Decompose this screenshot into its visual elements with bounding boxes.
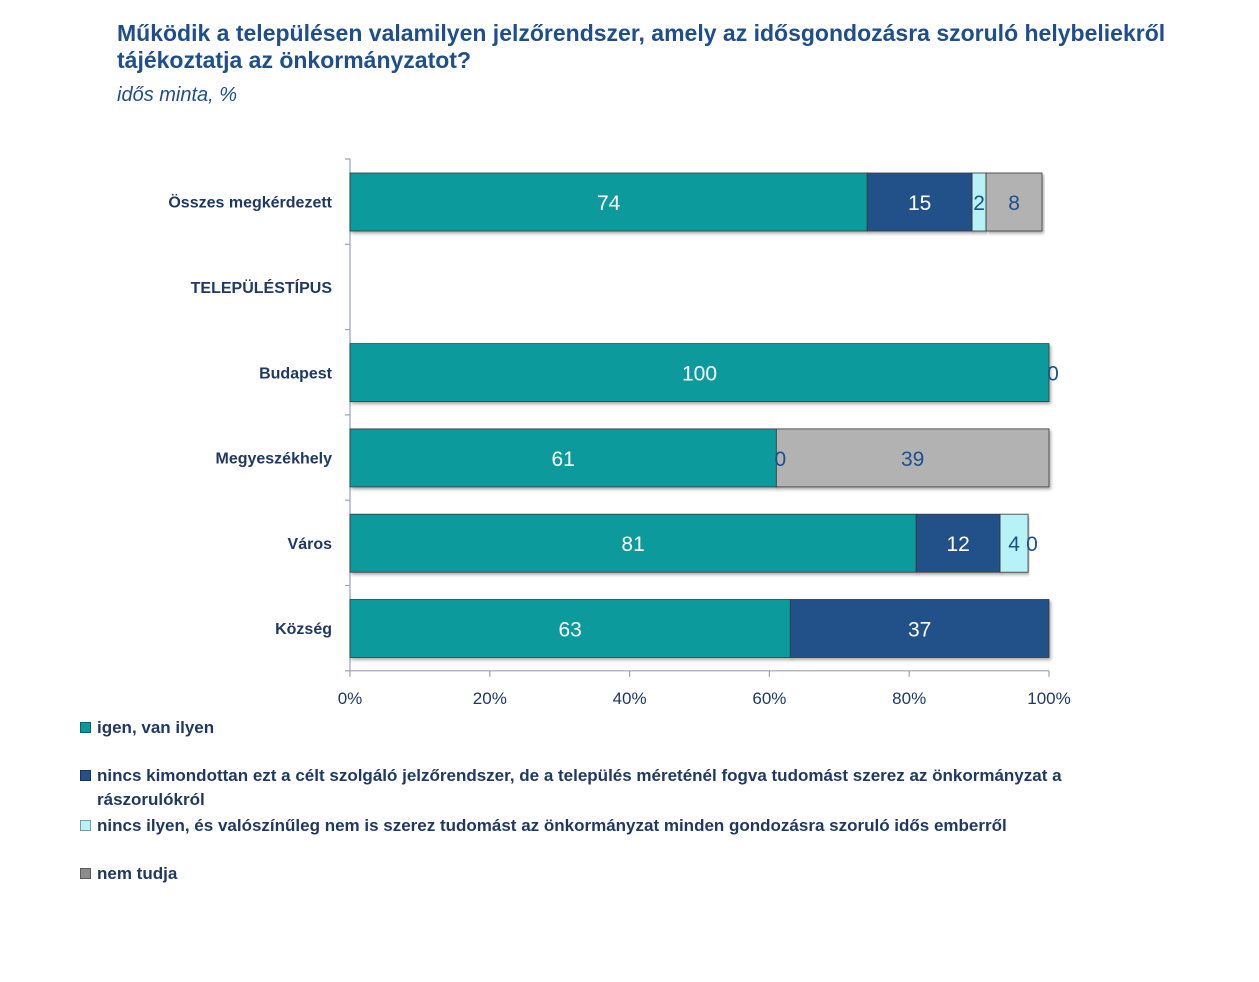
category-label: Összes megkérdezett	[168, 193, 332, 212]
bar-segment	[349, 428, 777, 488]
data-label: 61	[552, 448, 575, 471]
category-label: Város	[288, 536, 333, 553]
data-label: 15	[908, 192, 931, 215]
stacked-bar-chart: 0% 20% 40% 60% 80% 100% Összes megkérdezett TEL…	[168, 158, 1071, 708]
data-label: 2	[973, 192, 985, 215]
bar-segment	[349, 599, 791, 658]
data-label: 63	[559, 619, 582, 642]
chart-axes: 0% 20% 40% 60% 80% 100% Összes megkérdezett TEL…	[168, 158, 1071, 708]
data-label: 0	[775, 448, 787, 471]
data-label: 100	[682, 363, 717, 386]
bar-segment	[985, 172, 1043, 232]
category-label: Megyeszékhely	[215, 451, 332, 468]
bar-segment	[999, 513, 1029, 573]
bar-segment	[915, 513, 1001, 573]
legend-swatch-lightcyan-icon	[80, 820, 91, 831]
legend-swatch-teal-icon	[80, 722, 91, 733]
x-tick-label: 20%	[473, 689, 507, 708]
category-label: Község	[275, 621, 332, 638]
legend-item-igen: igen, van ilyen	[80, 716, 1077, 740]
data-label: 4	[1008, 533, 1020, 556]
data-label: 37	[908, 619, 931, 642]
legend-label: nincs ilyen, és valószínűleg nem is szer…	[97, 816, 1007, 835]
category-label: Budapest	[259, 365, 333, 382]
data-label: 8	[1008, 192, 1020, 215]
chart-title: Működik a településen valamilyen jelzőre…	[117, 20, 1166, 73]
x-tick-label: 60%	[752, 689, 786, 708]
legend-label: igen, van ilyen	[97, 718, 215, 737]
bar-segment	[349, 172, 868, 232]
chart-subtitle: idős minta, %	[117, 84, 238, 106]
legend-item-nincs-kimondottan: nincs kimondottan ezt a célt szolgáló je…	[80, 764, 1077, 812]
legend-item-nincs-ilyen: nincs ilyen, és valószínűleg nem is szer…	[80, 814, 1077, 838]
data-label: 0	[1047, 363, 1059, 386]
legend-label: nem tudja	[97, 864, 178, 883]
bar-segment	[349, 513, 917, 573]
x-tick-label: 0%	[338, 689, 363, 708]
legend-label: nincs kimondottan ezt a célt szolgáló je…	[97, 766, 1062, 809]
legend-swatch-gray-icon	[80, 868, 91, 879]
data-label: 39	[901, 448, 924, 471]
data-label: 81	[621, 533, 644, 556]
bar-segment	[349, 343, 1050, 403]
x-tick-label: 100%	[1027, 689, 1070, 708]
bar-segment	[775, 428, 1050, 488]
legend-item-nem-tudja: nem tudja	[80, 862, 1077, 886]
x-tick-label: 80%	[892, 689, 926, 708]
data-label: 74	[597, 192, 621, 215]
x-tick-label: 40%	[613, 689, 647, 708]
data-label: 12	[946, 533, 969, 556]
data-label: 0	[1026, 533, 1038, 556]
category-label: TELEPÜLÉSTÍPUS	[191, 278, 333, 297]
legend-swatch-navy-icon	[80, 770, 91, 781]
bar-segment	[789, 599, 1050, 658]
chart-bars	[349, 172, 1050, 658]
